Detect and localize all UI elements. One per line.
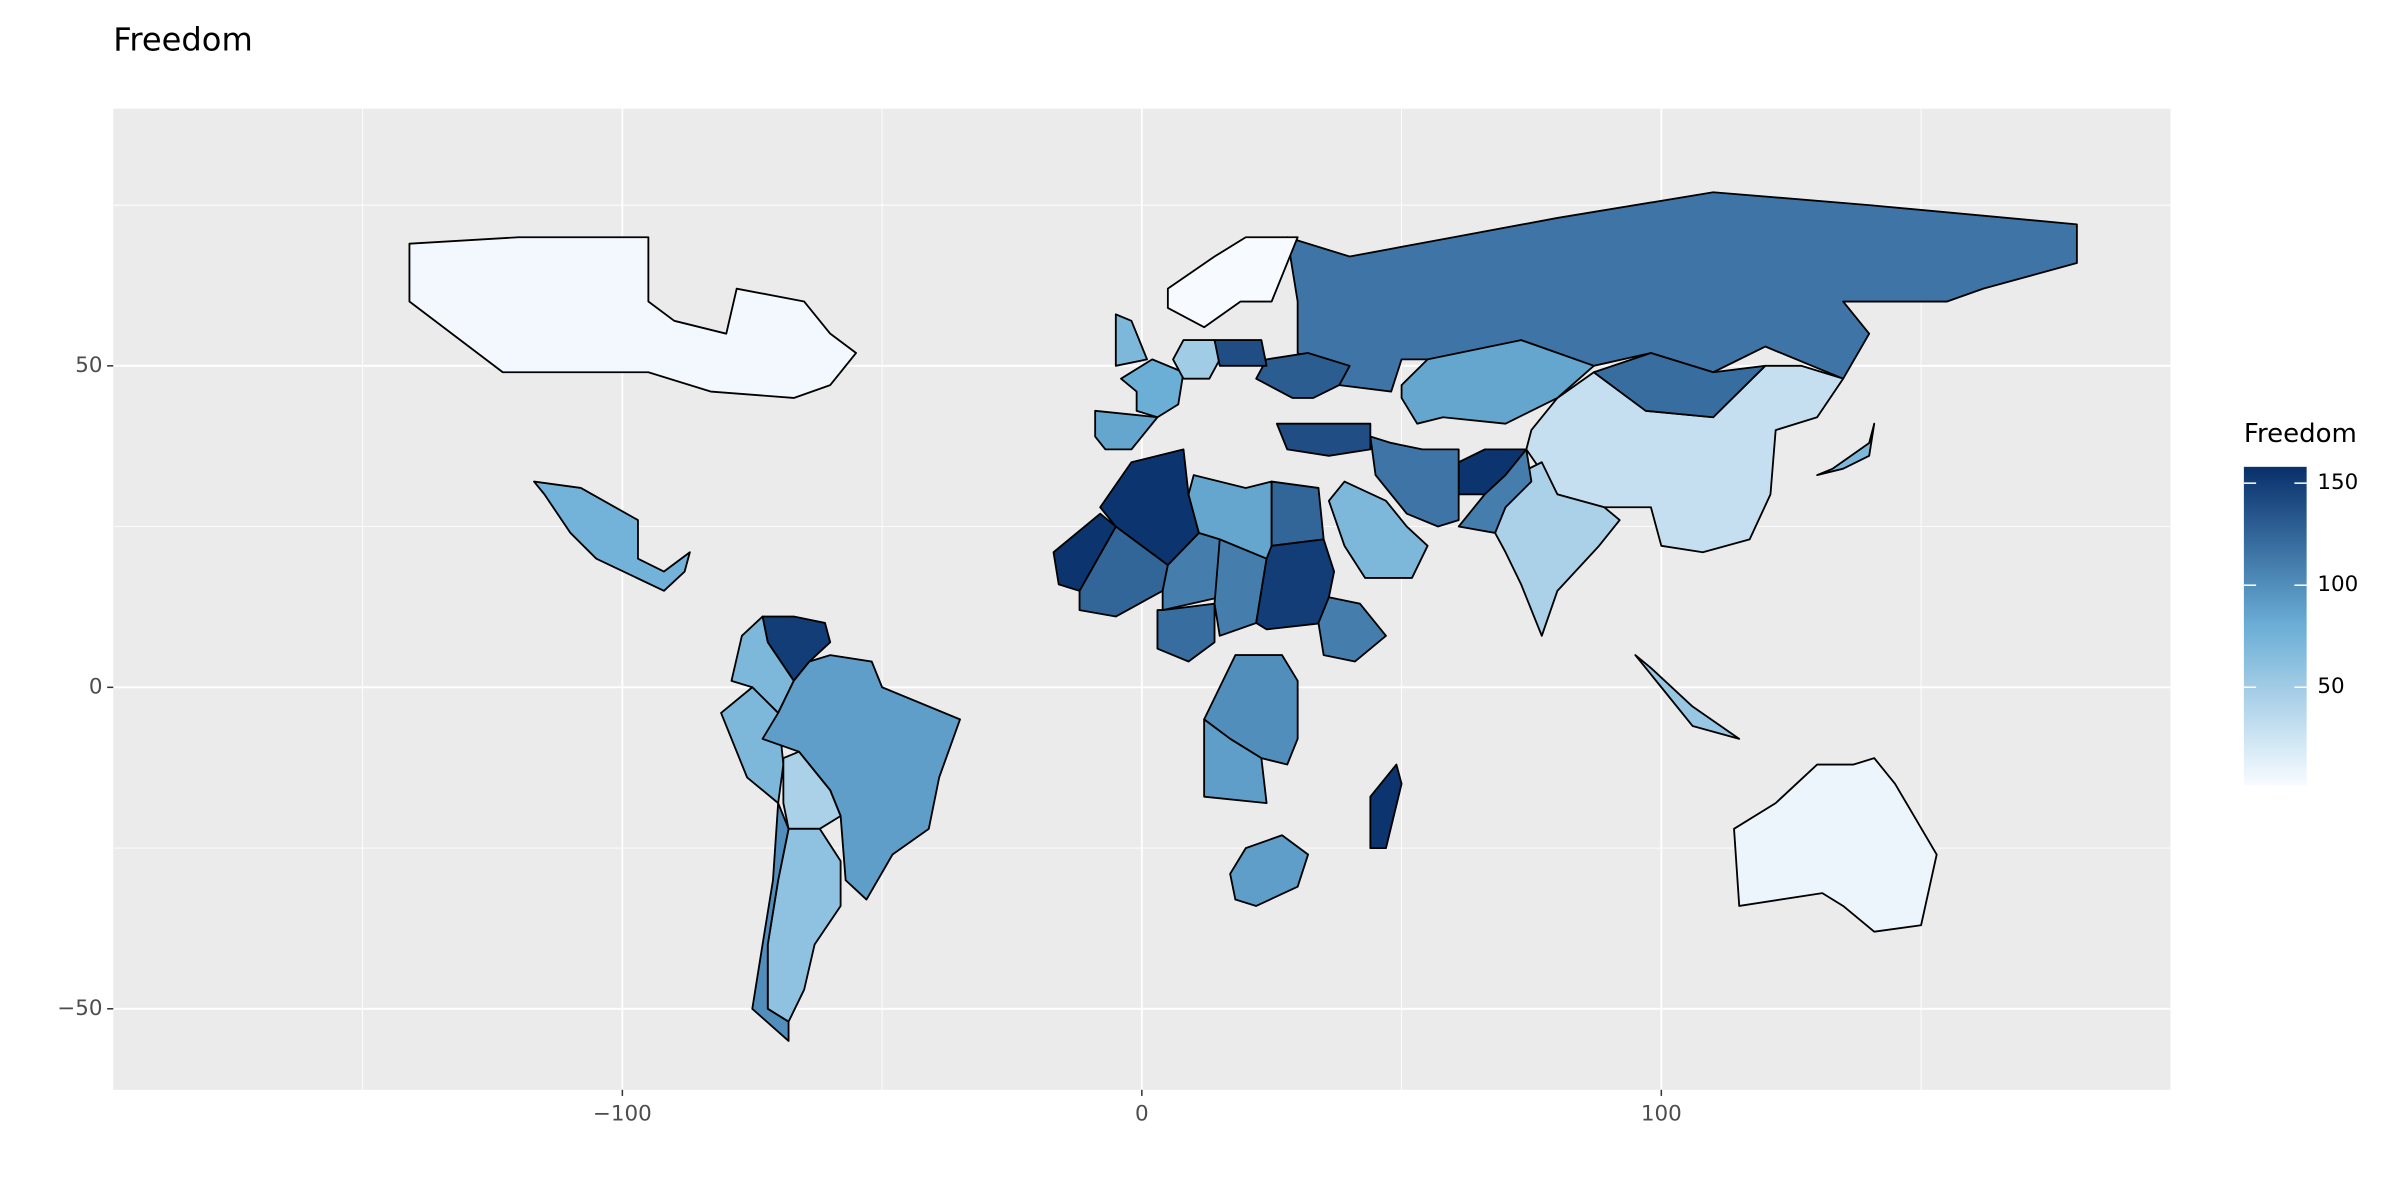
country <box>1733 757 1938 933</box>
country <box>782 750 842 830</box>
country <box>1369 435 1460 528</box>
country <box>1052 512 1117 592</box>
chart-title: Freedom <box>113 20 253 58</box>
country <box>1275 422 1372 457</box>
country <box>1203 718 1268 805</box>
country <box>1229 834 1309 907</box>
x-tick-label: −100 <box>593 1101 652 1126</box>
colorbar-tick-label: 100 <box>2317 572 2358 597</box>
axes: −100 0 100 −50 0 50 <box>57 353 1681 1126</box>
country <box>1369 763 1403 850</box>
country <box>1213 339 1268 367</box>
colorbar <box>2243 466 2307 786</box>
colorbar-tick-label: 50 <box>2317 674 2344 699</box>
y-tick-label: 50 <box>75 353 102 378</box>
x-tick-label: 0 <box>1135 1101 1149 1126</box>
legend: 50 100 150 <box>2243 466 2358 786</box>
country <box>1213 538 1268 637</box>
y-tick-label: −50 <box>57 996 102 1021</box>
country <box>1094 409 1159 451</box>
country <box>1166 236 1299 329</box>
country <box>408 236 857 399</box>
country <box>1592 352 1767 419</box>
country <box>1317 596 1387 663</box>
country <box>1457 448 1533 534</box>
country <box>1494 461 1621 637</box>
y-tick-label: 0 <box>89 674 103 699</box>
country <box>533 480 691 592</box>
x-tick-label: 100 <box>1641 1101 1682 1126</box>
country <box>1114 313 1148 367</box>
country <box>1816 422 1876 477</box>
countries <box>408 191 2078 1042</box>
country <box>1120 358 1185 419</box>
country <box>1327 480 1429 579</box>
country <box>751 802 790 1042</box>
country <box>761 654 961 901</box>
country <box>1400 339 1595 425</box>
country <box>1634 654 1741 740</box>
country <box>1255 352 1351 399</box>
country <box>1270 480 1325 547</box>
country <box>1172 339 1221 380</box>
legend-title: Freedom <box>2244 419 2357 449</box>
country <box>1156 602 1216 663</box>
colorbar-tick-label: 150 <box>2317 470 2358 495</box>
